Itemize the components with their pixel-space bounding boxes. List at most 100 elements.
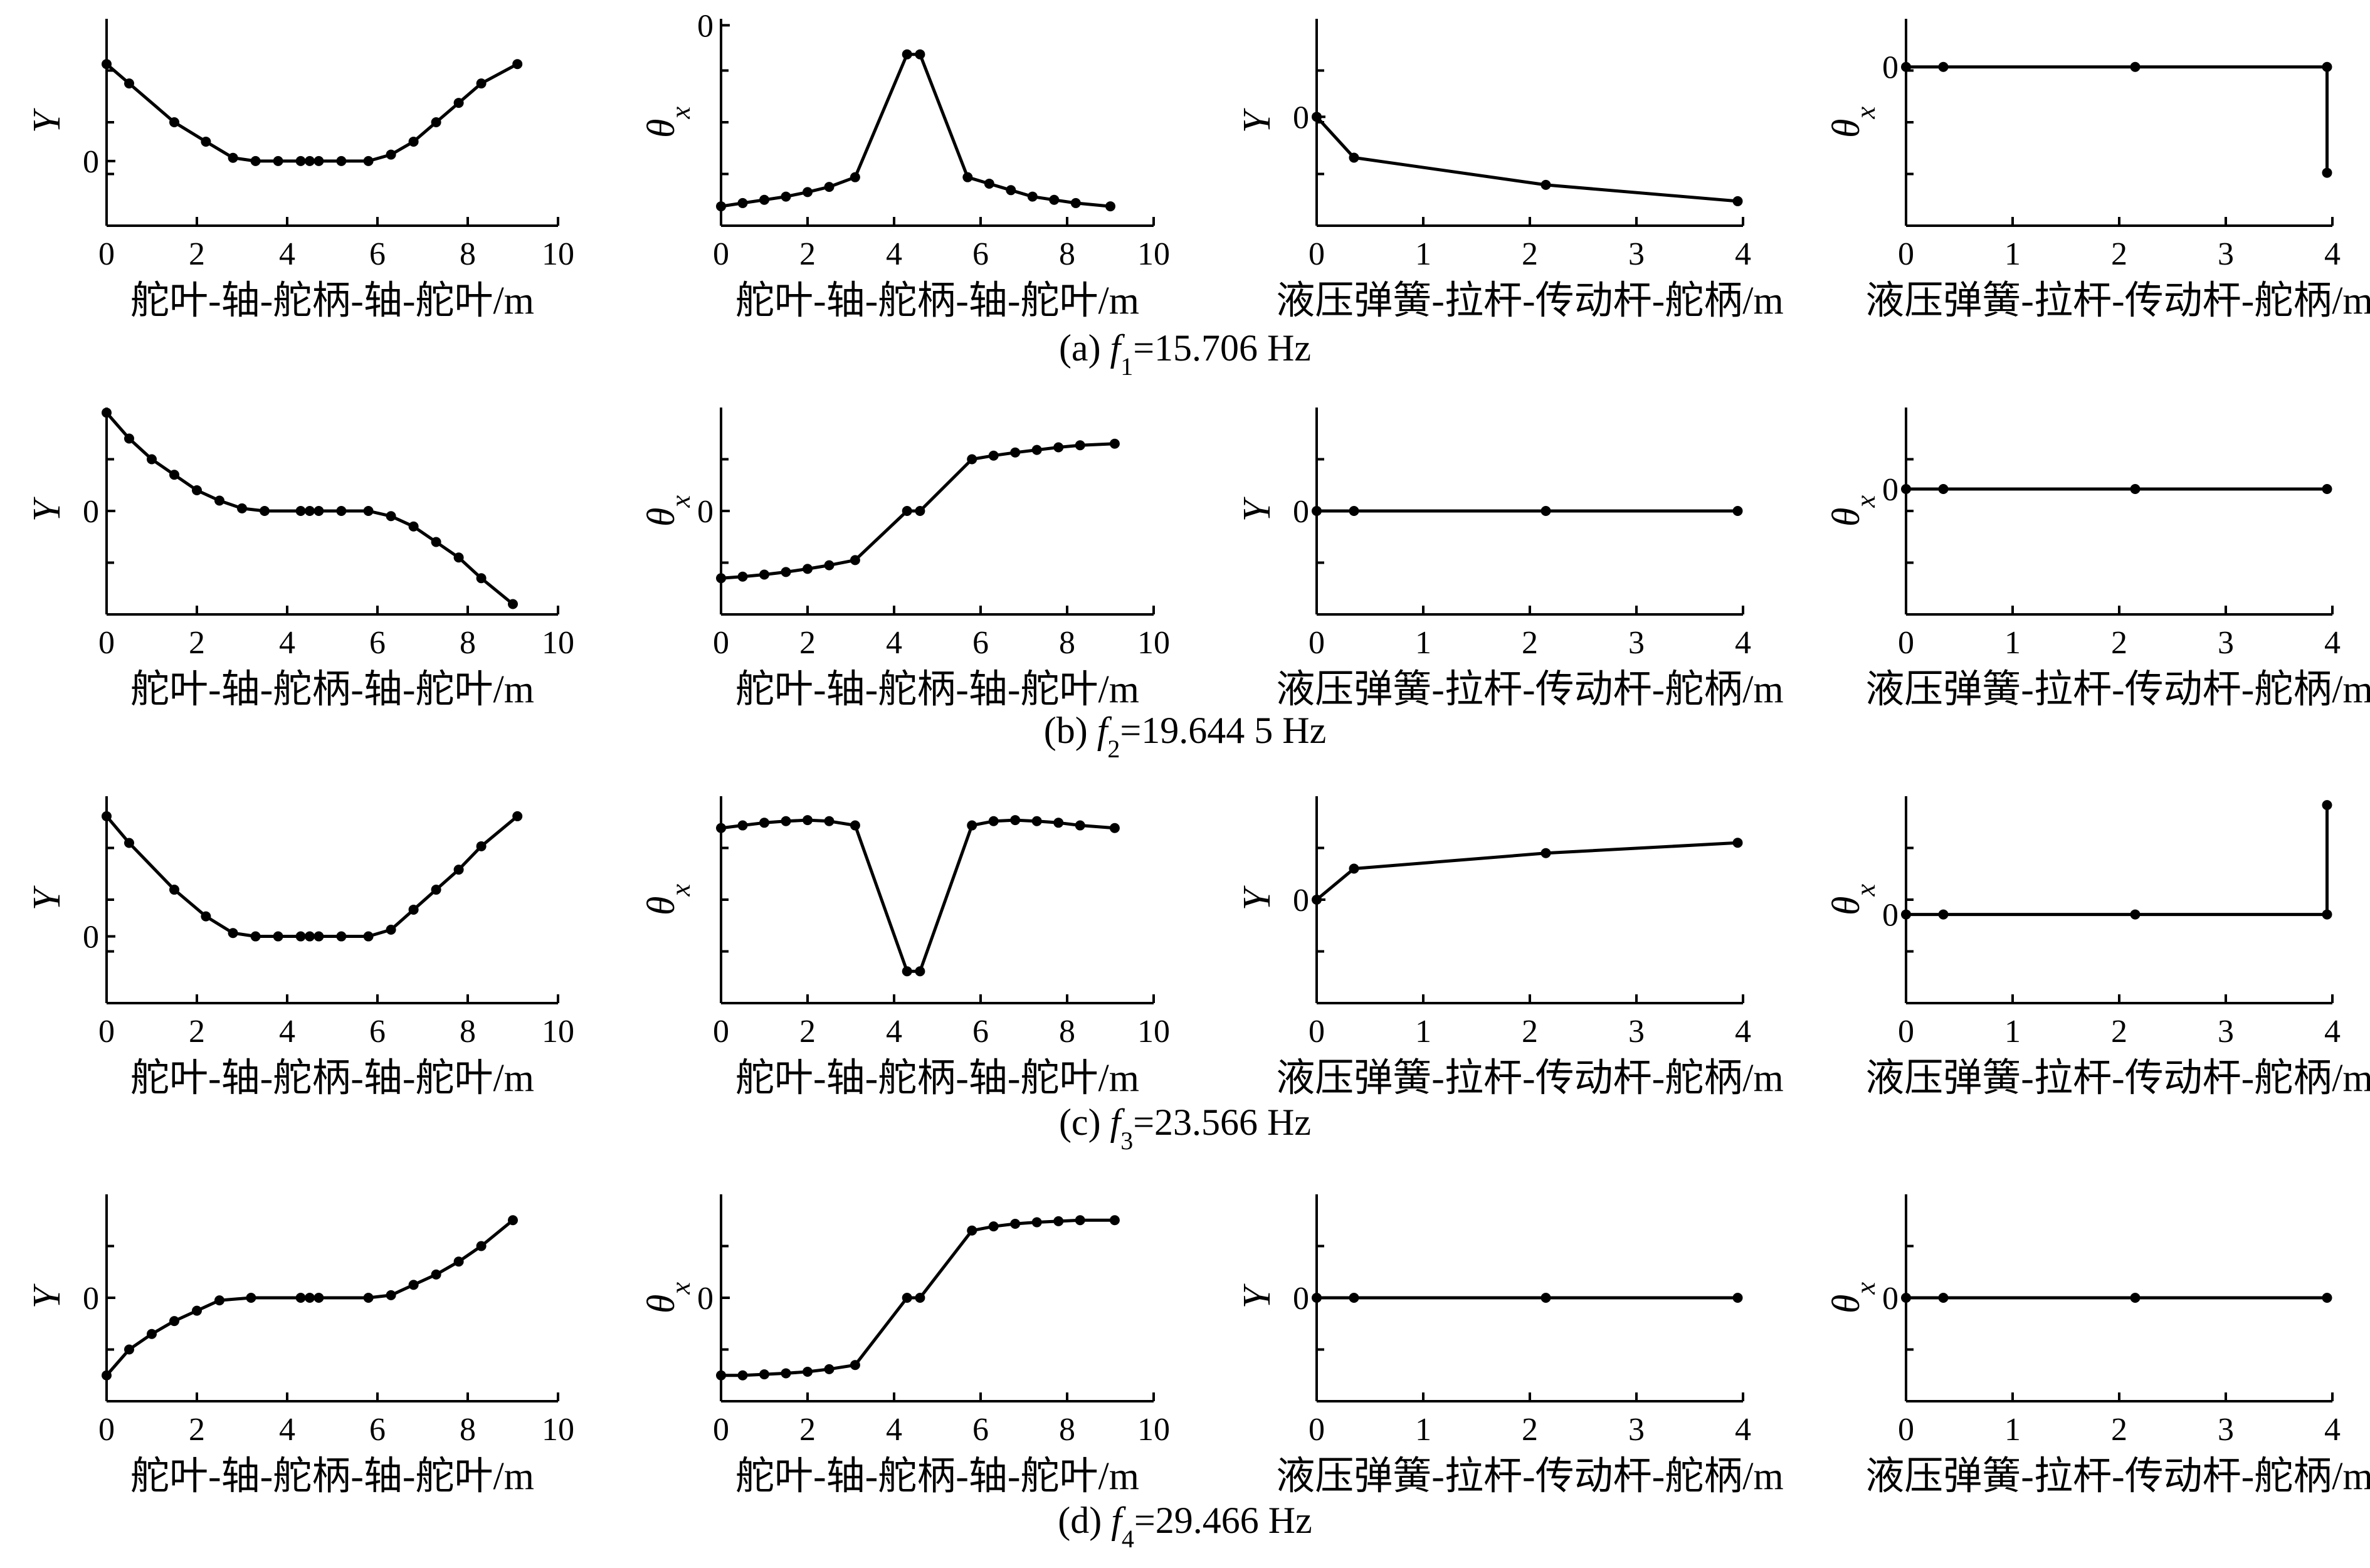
x-tick-label: 2 — [1522, 1014, 1538, 1050]
x-tick-label: 8 — [460, 625, 476, 661]
data-point — [824, 182, 835, 192]
data-point — [363, 506, 374, 516]
data-point — [408, 521, 419, 532]
data-point — [962, 172, 973, 182]
x-tick-label: 1 — [2004, 236, 2021, 272]
x-tick-label: 6 — [972, 1412, 989, 1448]
data-point — [716, 823, 726, 833]
data-point — [453, 552, 464, 563]
x-tick-label: 8 — [460, 236, 476, 272]
x-tick-label: 0 — [98, 625, 115, 661]
data-point — [1010, 447, 1021, 458]
x-tick-label: 1 — [1415, 236, 1431, 272]
x-axis-label: 液压弹簧-拉杆-传动杆-舵柄/m — [1276, 280, 1783, 322]
data-point — [508, 599, 518, 609]
data-point — [295, 506, 306, 516]
data-point — [1901, 909, 1911, 920]
data-point — [305, 506, 315, 516]
data-point — [214, 495, 224, 506]
y-axis-label: Y — [1236, 497, 1278, 522]
data-point — [1070, 197, 1081, 208]
y-tick-label: 0 — [1882, 50, 1899, 86]
y-tick-label: 0 — [83, 494, 99, 530]
x-tick-label: 2 — [1522, 1412, 1538, 1448]
x-axis-label: 液压弹簧-拉杆-传动杆-舵柄/m — [1865, 1455, 2370, 1498]
x-axis-label: 液压弹簧-拉杆-传动杆-舵柄/m — [1276, 1455, 1783, 1498]
subplot-0-3: 0 1 2 3 4 0 液压弹簧-拉杆-传动杆-舵柄/m θx — [1825, 19, 2370, 322]
subplot-3-2: 0 1 2 3 4 0 液压弹簧-拉杆-传动杆-舵柄/m Y — [1236, 1194, 1784, 1498]
data-point — [1732, 838, 1743, 848]
x-tick-label: 6 — [369, 236, 386, 272]
data-point — [824, 816, 835, 826]
x-tick-label: 2 — [189, 1412, 205, 1448]
x-tick-label: 1 — [2004, 1412, 2021, 1448]
data-point — [902, 506, 912, 516]
subplot-2-3: 0 1 2 3 4 0 液压弹簧-拉杆-传动杆-舵柄/m θx — [1825, 796, 2370, 1100]
data-point — [313, 1293, 324, 1303]
x-tick-label: 3 — [2218, 1014, 2234, 1050]
data-point — [803, 564, 813, 574]
x-tick-label: 2 — [189, 236, 205, 272]
x-tick-label: 0 — [1309, 625, 1325, 661]
data-point — [295, 931, 306, 942]
x-tick-label: 4 — [886, 625, 902, 661]
data-point — [1732, 506, 1743, 516]
data-point — [803, 1366, 813, 1377]
x-tick-label: 0 — [713, 236, 729, 272]
y-tick-label: 0 — [1293, 494, 1309, 530]
data-point — [781, 567, 791, 577]
x-tick-label: 2 — [189, 625, 205, 661]
x-tick-label: 3 — [1628, 1014, 1645, 1050]
x-tick-label: 6 — [369, 1412, 386, 1448]
x-tick-label: 0 — [1898, 625, 1914, 661]
data-point — [124, 838, 134, 848]
y-axis-label: θx — [640, 107, 696, 138]
data-point — [1349, 152, 1359, 163]
data-point — [336, 931, 347, 942]
data-point — [363, 1293, 374, 1303]
data-point — [386, 1290, 396, 1300]
x-tick-label: 0 — [98, 1014, 115, 1050]
x-axis-label: 舵叶-轴-舵柄-轴-舵叶/m — [130, 1455, 534, 1498]
x-tick-label: 0 — [98, 1412, 115, 1448]
data-point — [1901, 61, 1911, 72]
x-tick-label: 0 — [713, 625, 729, 661]
data-point — [988, 450, 999, 461]
x-tick-label: 6 — [369, 1014, 386, 1050]
data-point — [1312, 506, 1322, 516]
data-point — [1540, 179, 1551, 190]
data-point — [1010, 815, 1021, 826]
x-tick-label: 6 — [972, 236, 989, 272]
x-tick-label: 8 — [1059, 625, 1075, 661]
data-point — [169, 1316, 179, 1327]
x-tick-label: 4 — [886, 1412, 902, 1448]
x-tick-label: 2 — [1522, 625, 1538, 661]
data-point — [305, 155, 315, 166]
data-point — [2130, 484, 2141, 494]
data-point — [759, 569, 769, 580]
data-point — [102, 59, 112, 70]
data-point — [453, 865, 464, 875]
data-point — [2322, 484, 2332, 494]
subplot-1-3: 0 1 2 3 4 0 液压弹簧-拉杆-传动杆-舵柄/m θx — [1825, 408, 2370, 711]
data-point — [431, 537, 441, 547]
data-point — [824, 1364, 835, 1374]
y-tick-label: 0 — [1293, 1281, 1309, 1317]
data-point — [850, 1360, 860, 1371]
data-point — [512, 811, 523, 821]
data-point — [850, 555, 860, 566]
x-tick-label: 2 — [799, 1014, 816, 1050]
y-axis-label: θx — [1825, 107, 1881, 138]
series-line — [1906, 65, 2329, 173]
data-point — [781, 191, 791, 202]
data-point — [1010, 1219, 1021, 1229]
subfigure-caption: (d) f4=29.466 Hz — [1058, 1500, 1312, 1553]
y-axis-label: Y — [26, 885, 68, 910]
data-point — [1901, 484, 1911, 494]
data-point — [967, 820, 977, 831]
data-point — [1349, 1293, 1359, 1303]
x-tick-label: 8 — [460, 1412, 476, 1448]
data-point — [902, 1293, 912, 1303]
series-line — [105, 62, 519, 163]
data-point — [1901, 1293, 1911, 1303]
